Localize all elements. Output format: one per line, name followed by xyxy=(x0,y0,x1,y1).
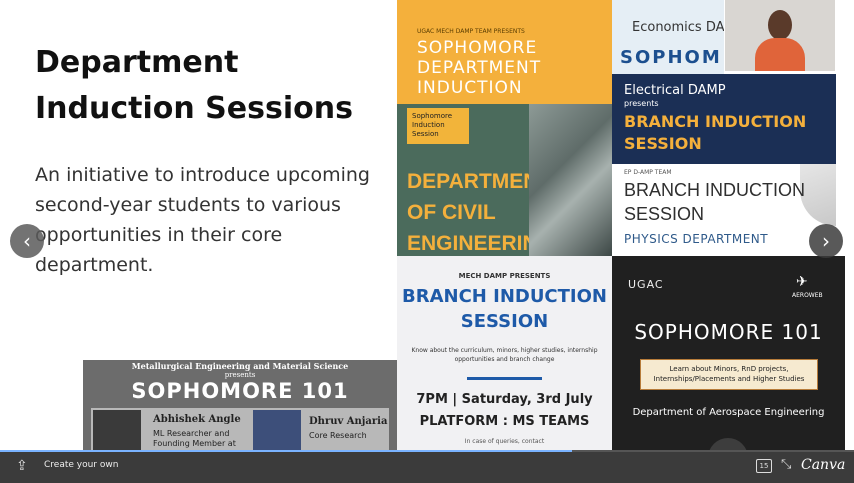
poster-dept: Economics DA xyxy=(632,20,724,35)
poster-physics: EP D-AMP TEAM BRANCH INDUCTION SESSION P… xyxy=(612,164,836,256)
canva-logo: Canva xyxy=(801,457,846,473)
collapse-icon: ⤡ xyxy=(781,457,792,472)
poster-title: DEPARTMENT OF CIVIL ENGINEERING xyxy=(407,170,555,255)
webcam-overlay xyxy=(725,0,835,71)
poster-details: Know about the curriculum, minors, highe… xyxy=(411,347,598,363)
speaker-photo xyxy=(253,410,301,450)
poster-presents: presents xyxy=(224,371,256,379)
chevron-left-icon: ‹ xyxy=(23,229,31,253)
speaker-role: Core Research xyxy=(309,431,367,440)
poster-civil-engineering: Sophomore Induction Session DEPARTMENT O… xyxy=(397,104,612,256)
poster-sophomore-induction: UGAC MECH DAMP TEAM PRESENTS SOPHOMORE D… xyxy=(397,0,612,104)
slide: Department Induction Sessions An initiat… xyxy=(10,0,845,450)
next-slide-button[interactable]: › xyxy=(809,224,843,258)
poster-aerospace: UGAC ✈ AEROWEB SOPHOMORE 101 Learn about… xyxy=(612,256,845,450)
page-title: Department Induction Sessions xyxy=(35,45,353,126)
speaker-name: Dhruv Anjaria xyxy=(309,416,388,427)
divider xyxy=(467,377,542,380)
prev-slide-button[interactable]: ‹ xyxy=(10,224,44,258)
poster-metallurgy: Metallurgical Engineering and Material S… xyxy=(83,360,397,450)
page-counter-button[interactable]: 15 xyxy=(756,459,772,473)
poster-logo-text: AEROWEB xyxy=(792,292,823,299)
progress-fill xyxy=(0,450,573,452)
poster-box-text: Learn about Minors, RnD projects, Intern… xyxy=(640,359,818,390)
chevron-right-icon: › xyxy=(822,229,830,253)
presenter-head xyxy=(768,10,792,40)
poster-query: In case of queries, contact xyxy=(464,438,545,445)
share-icon: ⇪ xyxy=(16,458,28,474)
poster-title: SOPHOMORE DEPARTMENT INDUCTION xyxy=(417,38,542,98)
building-photo xyxy=(529,104,612,256)
poster-title: SOPHOM xyxy=(620,47,722,68)
poster-org: UGAC xyxy=(628,278,664,291)
poster-platform: PLATFORM : MS TEAMS xyxy=(419,414,590,429)
poster-time: 7PM | Saturday, 3rd July xyxy=(416,392,593,407)
poster-dept: PHYSICS DEPARTMENT xyxy=(624,232,769,246)
poster-tag: Sophomore Induction Session xyxy=(407,108,469,144)
poster-small-text: EP D-AMP TEAM xyxy=(624,169,672,176)
slide-description: An initiative to introduce upcoming seco… xyxy=(35,164,370,276)
poster-dept: Metallurgical Engineering and Material S… xyxy=(131,361,349,371)
progress-track xyxy=(0,450,854,452)
gear-icon xyxy=(708,438,748,450)
poster-mech-branch-induction: MECH DAMP PRESENTS BRANCH INDUCTION SESS… xyxy=(397,256,612,450)
speaker-photo xyxy=(93,410,141,450)
share-button[interactable]: ⇪ xyxy=(16,458,28,474)
poster-presents: MECH DAMP PRESENTS xyxy=(458,272,551,280)
speaker-role: ML Researcher and Founding Member at xyxy=(153,429,236,448)
poster-economics: Economics DA SOPHOM xyxy=(612,0,724,74)
poster-presents: presents xyxy=(624,99,659,108)
poster-title: SOPHOMORE 101 xyxy=(131,379,349,403)
aeroweb-logo-icon: ✈ xyxy=(796,274,808,290)
create-your-own-link[interactable]: Create your own xyxy=(44,460,119,470)
poster-dept: Department of Aerospace Engineering xyxy=(632,407,825,418)
poster-title: BRANCH INDUCTION SESSION xyxy=(624,180,806,224)
presenter-body xyxy=(755,38,805,71)
speaker-name: Abhishek Angle xyxy=(153,414,241,425)
poster-title: BRANCH INDUCTION SESSION xyxy=(402,286,607,332)
poster-small-text: UGAC MECH DAMP TEAM PRESENTS xyxy=(417,28,525,35)
collapse-button[interactable]: ⤡ xyxy=(781,457,791,472)
poster-title: SOPHOMORE 101 xyxy=(634,320,823,344)
presentation-toolbar: ⇪ Create your own 15 ⤡ Canva xyxy=(0,450,854,483)
poster-title: BRANCH INDUCTION SESSION xyxy=(624,112,807,153)
poster-dept: Electrical DAMP xyxy=(624,83,726,98)
poster-electrical: Electrical DAMP presents BRANCH INDUCTIO… xyxy=(612,74,836,164)
